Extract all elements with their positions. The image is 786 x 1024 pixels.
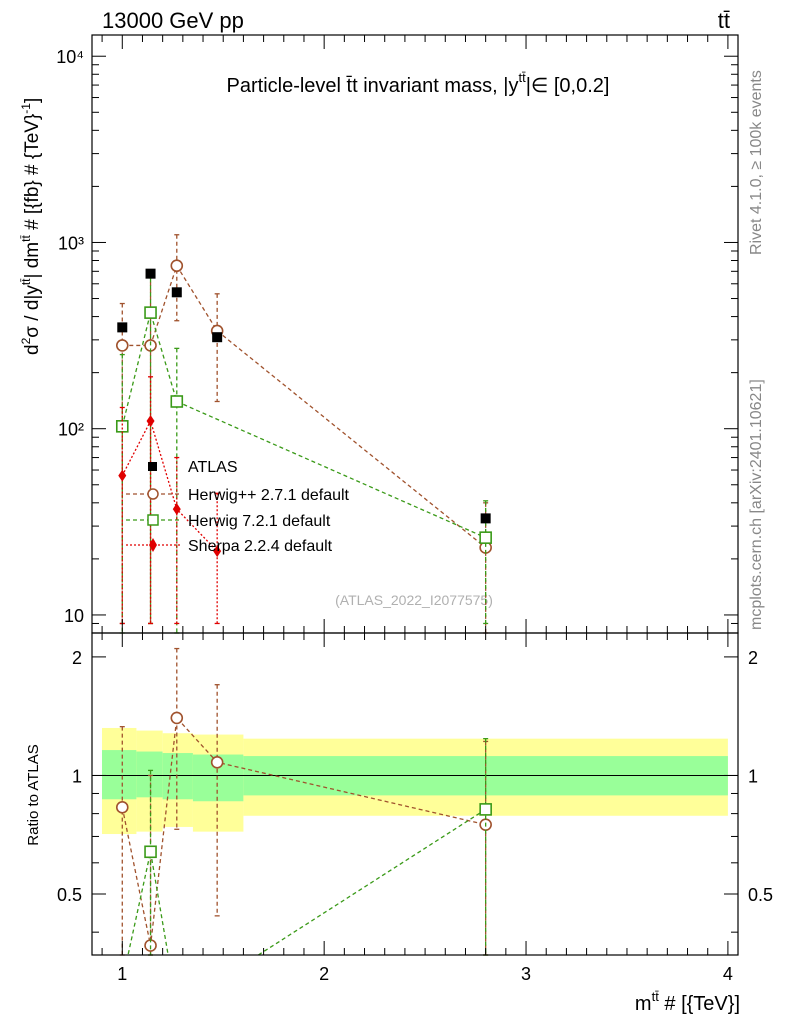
analysis-id: (ATLAS_2022_I2077575) — [335, 592, 493, 608]
x-tick-label: 1 — [117, 964, 127, 984]
y-tick-label-ratio: 0.5 — [57, 885, 82, 905]
x-tick-label: 4 — [723, 964, 733, 984]
ratio-plot-layer — [115, 647, 492, 956]
ratio-point-herwigpp — [170, 711, 184, 725]
ratio-band-inner — [162, 753, 193, 800]
y-tick-label-ratio: 2 — [72, 648, 82, 668]
y-tick-label-ratio-right: 2 — [748, 648, 758, 668]
y-tick-label-ratio-right: 1 — [748, 766, 758, 786]
series-point-sherpa — [146, 414, 155, 427]
legend: ATLAS Herwig++ 2.7.1 default Herwig 7.2.… — [126, 459, 350, 555]
ratio-band-inner — [136, 751, 163, 798]
legend-label-sherpa: Sherpa 2.2.4 default — [188, 538, 333, 555]
main-plot-layer — [115, 234, 492, 634]
ratio-point-herwigpp — [210, 755, 224, 769]
axes-layer: 1 2 3 4 10 10² 10³ 10⁴ 0.5 0.5 1 1 2 2 — [56, 35, 773, 984]
legend-label-herwig7: Herwig 7.2.1 default — [188, 513, 331, 530]
ratio-frame — [91, 632, 739, 956]
ratio-point-herwig7 — [479, 803, 492, 816]
process-label: tt̄ — [718, 8, 730, 33]
series-point-herwig7 — [144, 306, 157, 319]
y-tick-label-main: 10² — [58, 420, 84, 440]
series-line-herwig7 — [121, 310, 486, 539]
rivet-label: Rivet 4.1.0, ≥ 100k events — [748, 70, 765, 255]
data-point-atlas — [480, 513, 491, 524]
x-tick-label: 2 — [319, 964, 329, 984]
energy-label: 13000 GeV pp — [102, 8, 244, 33]
legend-marker-herwigpp — [147, 488, 159, 500]
series-point-herwig7 — [479, 531, 492, 544]
legend-label-herwigpp: Herwig++ 2.7.1 default — [188, 487, 350, 504]
plot-title: Particle-level t̄t invariant mass, |ytt̄… — [227, 70, 610, 97]
legend-marker-atlas — [148, 462, 157, 471]
series-point-sherpa — [213, 545, 222, 558]
y-axis-title-main: d2σ / d|ytt̄| dmtt̄ # [{fb} # {TeV}-1] — [19, 98, 43, 355]
x-axis-title: mtt̄ # [{TeV}] — [635, 989, 740, 1015]
y-tick-label-main: 10 — [64, 606, 84, 626]
ratio-point-herwigpp — [115, 801, 129, 814]
series-point-herwig7 — [115, 420, 129, 433]
series-point-herwigpp — [170, 259, 184, 273]
x-tick-label: 3 — [521, 964, 531, 984]
legend-marker-sherpa — [149, 538, 157, 552]
legend-label-atlas: ATLAS — [188, 459, 238, 476]
series-point-herwig7 — [170, 395, 184, 408]
series-point-sherpa — [172, 503, 181, 516]
ratio-line-herwig7 — [127, 808, 487, 955]
y-tick-label-main: 10⁴ — [56, 47, 84, 67]
ratio-band-inner — [102, 750, 137, 800]
y-tick-label-main: 10³ — [58, 233, 84, 253]
data-point-atlas — [145, 268, 156, 279]
ratio-line-herwigpp — [121, 716, 486, 946]
series-point-sherpa — [118, 469, 127, 482]
data-point-atlas — [171, 287, 182, 298]
series-point-herwigpp — [115, 339, 129, 352]
mcplots-label: mcplots.cern.ch [arXiv:2401.10621] — [748, 379, 765, 630]
ratio-bands — [92, 727, 738, 835]
legend-marker-herwig7 — [147, 514, 159, 526]
y-tick-label-ratio: 1 — [72, 766, 82, 786]
data-point-atlas — [212, 332, 223, 343]
data-point-atlas — [117, 322, 128, 333]
y-axis-title-ratio: Ratio to ATLAS — [25, 744, 42, 845]
ratio-point-herwig7 — [144, 845, 157, 859]
y-tick-label-ratio-right: 0.5 — [748, 885, 773, 905]
